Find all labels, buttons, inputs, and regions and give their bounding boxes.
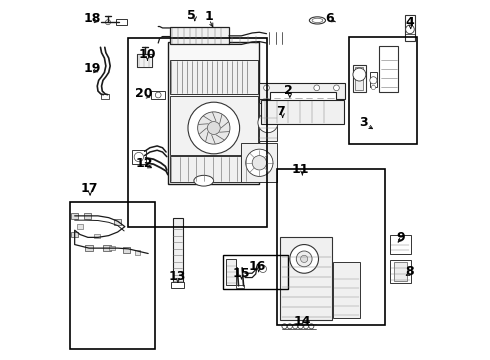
FancyBboxPatch shape: [170, 60, 258, 94]
FancyBboxPatch shape: [261, 100, 343, 125]
Ellipse shape: [309, 17, 325, 24]
FancyBboxPatch shape: [132, 150, 146, 164]
Circle shape: [293, 324, 298, 329]
FancyBboxPatch shape: [394, 262, 407, 281]
FancyBboxPatch shape: [405, 15, 416, 41]
Circle shape: [353, 68, 366, 81]
Circle shape: [334, 85, 339, 91]
FancyBboxPatch shape: [151, 91, 166, 99]
FancyBboxPatch shape: [95, 234, 100, 238]
FancyBboxPatch shape: [379, 45, 398, 92]
Circle shape: [371, 85, 375, 90]
Text: 20: 20: [135, 87, 152, 100]
FancyBboxPatch shape: [390, 235, 411, 253]
Circle shape: [298, 324, 303, 329]
Circle shape: [370, 77, 377, 84]
Circle shape: [303, 324, 309, 329]
Circle shape: [296, 251, 312, 267]
Circle shape: [258, 113, 278, 133]
Text: 17: 17: [80, 183, 98, 195]
FancyBboxPatch shape: [236, 285, 245, 288]
Circle shape: [155, 92, 161, 98]
Text: 2: 2: [284, 84, 293, 97]
Text: 13: 13: [168, 270, 186, 283]
FancyBboxPatch shape: [168, 42, 259, 184]
Text: 11: 11: [292, 163, 309, 176]
Circle shape: [105, 20, 111, 25]
Text: 14: 14: [294, 315, 311, 328]
FancyBboxPatch shape: [333, 262, 360, 318]
Text: 1: 1: [205, 10, 214, 23]
FancyBboxPatch shape: [370, 72, 377, 87]
Circle shape: [264, 85, 270, 91]
Circle shape: [134, 152, 144, 162]
FancyBboxPatch shape: [353, 65, 366, 92]
Ellipse shape: [194, 175, 214, 186]
Text: 9: 9: [397, 231, 405, 244]
FancyBboxPatch shape: [116, 19, 126, 25]
Text: 10: 10: [139, 48, 156, 61]
Text: 8: 8: [406, 265, 414, 278]
FancyBboxPatch shape: [390, 260, 412, 283]
FancyBboxPatch shape: [135, 250, 140, 255]
Circle shape: [406, 25, 414, 34]
Text: 12: 12: [136, 157, 153, 170]
Circle shape: [141, 58, 148, 65]
Text: 5: 5: [187, 9, 196, 22]
Circle shape: [252, 156, 267, 170]
FancyBboxPatch shape: [71, 231, 78, 237]
FancyBboxPatch shape: [123, 247, 130, 253]
Polygon shape: [259, 83, 345, 99]
Text: 7: 7: [276, 105, 285, 118]
FancyBboxPatch shape: [137, 54, 152, 67]
Circle shape: [245, 149, 273, 176]
FancyBboxPatch shape: [77, 225, 83, 229]
FancyBboxPatch shape: [109, 246, 115, 250]
FancyBboxPatch shape: [170, 96, 258, 155]
FancyBboxPatch shape: [103, 245, 111, 251]
Circle shape: [197, 112, 230, 144]
FancyBboxPatch shape: [114, 219, 122, 225]
FancyBboxPatch shape: [84, 213, 91, 219]
FancyBboxPatch shape: [259, 103, 277, 140]
FancyBboxPatch shape: [71, 213, 78, 219]
Circle shape: [259, 265, 267, 273]
Circle shape: [287, 324, 293, 329]
Text: 16: 16: [249, 260, 266, 273]
Circle shape: [207, 122, 220, 134]
Text: 19: 19: [84, 62, 101, 75]
FancyBboxPatch shape: [171, 282, 184, 288]
Circle shape: [314, 85, 319, 91]
FancyBboxPatch shape: [101, 94, 109, 99]
FancyBboxPatch shape: [85, 245, 93, 251]
Text: 6: 6: [325, 12, 334, 25]
Text: 18: 18: [84, 12, 101, 25]
FancyBboxPatch shape: [242, 143, 277, 182]
FancyBboxPatch shape: [355, 67, 364, 90]
FancyBboxPatch shape: [137, 54, 152, 67]
FancyBboxPatch shape: [226, 259, 236, 285]
FancyBboxPatch shape: [172, 218, 183, 284]
Circle shape: [290, 244, 318, 273]
FancyBboxPatch shape: [280, 237, 332, 320]
FancyBboxPatch shape: [170, 156, 258, 182]
Text: 4: 4: [406, 16, 415, 29]
FancyBboxPatch shape: [170, 27, 229, 44]
Circle shape: [188, 102, 240, 154]
Text: 3: 3: [359, 116, 368, 129]
Ellipse shape: [312, 18, 323, 23]
Circle shape: [309, 324, 314, 329]
Text: 15: 15: [233, 267, 250, 280]
Circle shape: [282, 324, 287, 329]
Circle shape: [300, 255, 308, 262]
